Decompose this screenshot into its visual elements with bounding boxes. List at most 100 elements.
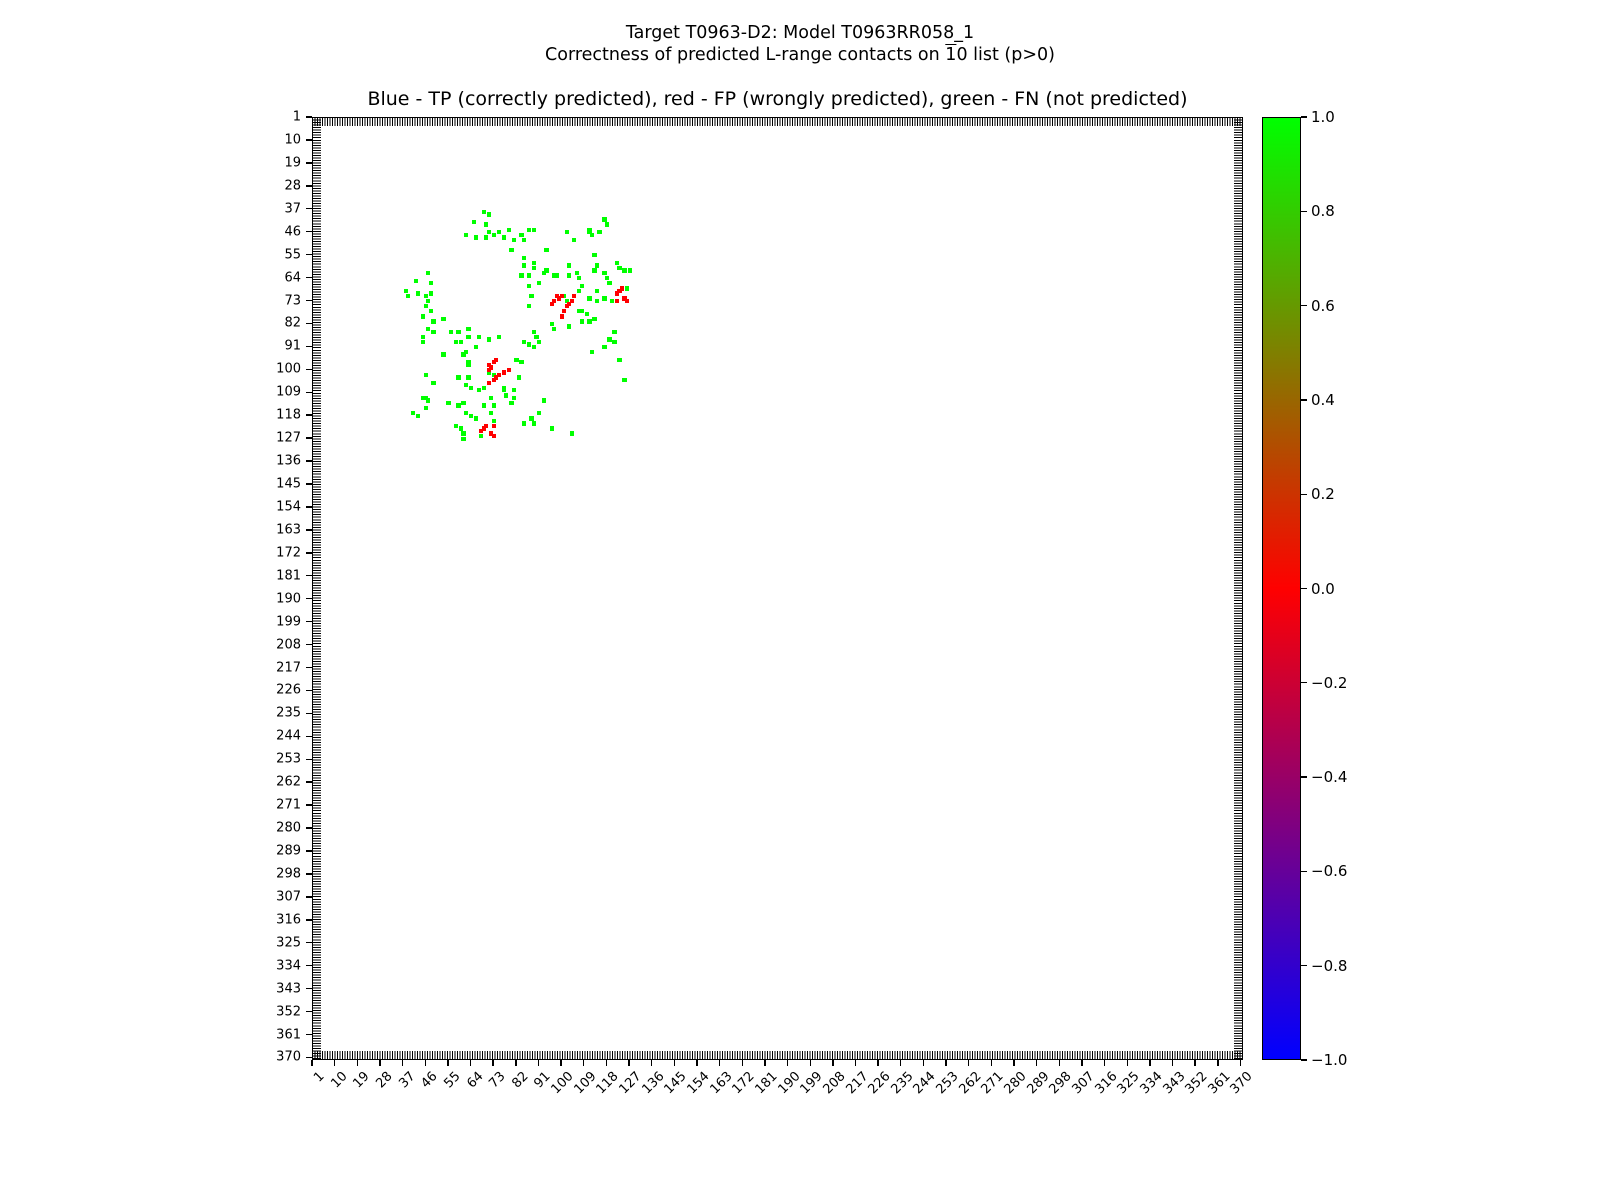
- contact-cell: [426, 270, 431, 276]
- y-tick-label: 199: [276, 614, 301, 630]
- y-tick-label: 325: [276, 935, 301, 951]
- y-major-tick: [306, 643, 312, 646]
- contact-cell: [549, 301, 554, 306]
- y-tick-label: 316: [276, 912, 301, 928]
- x-major-tick: [990, 1060, 993, 1066]
- x-tick-label: 55: [441, 1069, 464, 1092]
- contact-cell: [526, 283, 532, 288]
- contact-cell: [564, 298, 569, 304]
- colorbar-tick: [1301, 587, 1307, 590]
- contact-cell: [609, 298, 615, 304]
- contact-cell: [552, 326, 557, 332]
- contact-cell: [458, 426, 464, 431]
- contact-cell: [594, 288, 600, 294]
- y-major-tick: [306, 781, 312, 783]
- contact-cell: [574, 270, 579, 276]
- y-tick-label: 235: [276, 705, 301, 721]
- y-major-tick: [306, 276, 312, 279]
- y-tick-label: 10: [284, 132, 301, 148]
- contact-cell: [607, 337, 612, 342]
- contact-cell: [453, 423, 459, 429]
- contact-cell: [594, 298, 600, 304]
- contact-cell: [431, 319, 436, 324]
- contact-cell: [577, 276, 582, 281]
- y-major-tick: [306, 575, 312, 577]
- contact-cell: [612, 339, 617, 345]
- y-tick-label: 181: [276, 568, 301, 584]
- contact-cell: [511, 237, 517, 243]
- contact-cell: [474, 344, 479, 350]
- x-major-tick: [401, 1060, 404, 1066]
- colorbar-tick-label: 0.6: [1311, 296, 1335, 315]
- colorbar-tick: [1301, 870, 1307, 873]
- x-major-tick: [786, 1060, 789, 1066]
- y-tick-label: 136: [276, 453, 301, 469]
- y-tick-label: 82: [284, 315, 301, 331]
- contact-cell: [501, 388, 506, 393]
- contact-cell: [531, 421, 537, 426]
- contact-cell: [448, 329, 454, 334]
- x-major-tick: [1126, 1060, 1128, 1066]
- contact-cell: [529, 416, 534, 421]
- y-major-tick: [306, 942, 312, 944]
- contact-cell: [526, 304, 532, 309]
- figure-title-line1: Target T0963-D2: Model T0963RR058_1: [625, 23, 975, 43]
- contact-cell: [484, 235, 489, 240]
- contact-cell: [486, 380, 491, 385]
- colorbar-tick: [1301, 965, 1307, 967]
- x-tick-label: 100: [548, 1069, 577, 1098]
- contact-cell: [592, 316, 597, 322]
- contact-cell: [619, 286, 625, 291]
- colorbar-tick: [1301, 210, 1307, 212]
- x-tick-label: 208: [820, 1069, 849, 1098]
- x-major-tick: [945, 1060, 947, 1066]
- contact-cell: [614, 291, 620, 296]
- y-major-tick: [306, 368, 312, 370]
- contact-cell: [579, 319, 584, 324]
- y-tick-label: 244: [276, 728, 301, 744]
- contact-cell: [549, 321, 554, 327]
- contact-cell: [564, 230, 569, 235]
- colorbar: [1262, 117, 1301, 1060]
- contact-cell: [421, 334, 426, 339]
- subtitle-overline-digit: 1: [945, 45, 957, 65]
- contact-cell: [612, 329, 617, 334]
- contact-cell: [463, 411, 469, 416]
- contact-cell: [607, 281, 612, 286]
- y-major-tick: [306, 620, 312, 623]
- colorbar-tick: [1301, 682, 1307, 684]
- contact-cell: [567, 324, 572, 329]
- contact-cell: [536, 339, 542, 345]
- contact-cell: [597, 230, 602, 235]
- contact-cell: [406, 293, 411, 299]
- colorbar-tick-label: −1.0: [1311, 1051, 1348, 1069]
- x-major-tick: [560, 1060, 562, 1066]
- contact-cell: [423, 405, 428, 411]
- y-tick-label: 19: [284, 155, 301, 171]
- y-tick-label: 28: [284, 178, 301, 194]
- contact-cell: [567, 301, 572, 306]
- contact-cell: [466, 362, 471, 367]
- contact-cell: [549, 426, 554, 431]
- y-major-tick: [306, 1056, 312, 1059]
- contact-cell: [587, 296, 592, 301]
- x-major-tick: [583, 1060, 585, 1066]
- y-major-tick: [306, 919, 312, 921]
- contact-cell: [602, 270, 607, 276]
- contact-cell: [602, 344, 607, 350]
- contact-cell: [536, 281, 542, 286]
- y-major-tick: [306, 230, 312, 233]
- contact-cell: [416, 291, 421, 296]
- contact-cell: [625, 286, 630, 291]
- contact-cell: [531, 227, 537, 232]
- contact-cell: [489, 411, 494, 416]
- contact-cell: [557, 296, 562, 301]
- contact-cell: [526, 227, 532, 232]
- colorbar-tick: [1301, 493, 1307, 495]
- x-major-tick: [764, 1060, 766, 1066]
- contact-cell: [456, 403, 461, 408]
- contact-cell: [428, 309, 433, 314]
- y-tick-label: 55: [284, 247, 301, 263]
- subtitle-prefix: Correctness of predicted L-range contact…: [545, 45, 946, 65]
- contact-cell: [481, 426, 486, 431]
